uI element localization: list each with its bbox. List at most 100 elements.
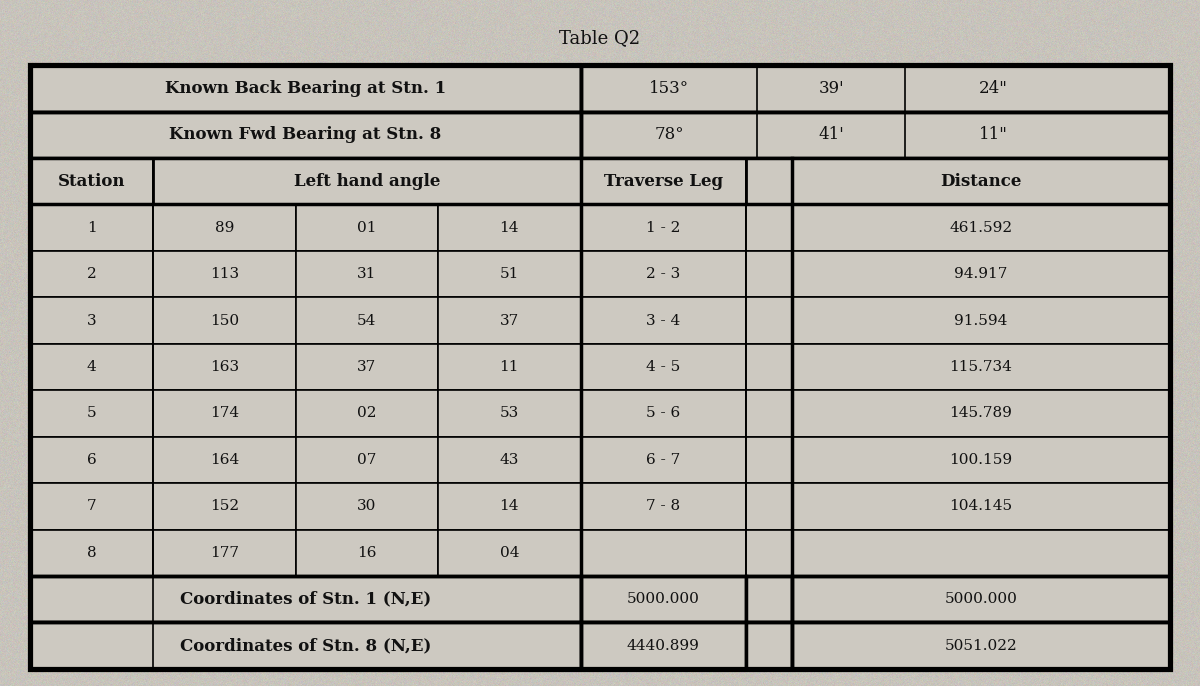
Bar [295,483,438,530]
Bar [792,530,1170,576]
Bar [581,65,1170,112]
Text: 30: 30 [358,499,377,513]
Bar [154,251,295,297]
Text: 14: 14 [499,221,520,235]
Bar [746,530,792,576]
Bar [438,530,581,576]
Text: Known Fwd Bearing at Stn. 8: Known Fwd Bearing at Stn. 8 [169,126,442,143]
Text: 4 - 5: 4 - 5 [646,360,680,374]
Bar [30,158,154,204]
Bar [581,344,746,390]
Text: 177: 177 [210,546,239,560]
Bar [746,344,792,390]
Bar [154,158,581,204]
Text: Traverse Leg: Traverse Leg [604,173,722,190]
Bar [581,112,1170,158]
Text: 11": 11" [979,126,1008,143]
Text: 1: 1 [86,221,96,235]
Bar [746,622,792,669]
Bar [30,530,154,576]
Bar [30,344,154,390]
Bar [581,297,746,344]
Bar [30,576,581,622]
Bar [154,204,295,251]
Bar [792,297,1170,344]
Text: 5000.000: 5000.000 [626,592,700,606]
Text: 53: 53 [499,406,518,421]
Text: Station: Station [58,173,125,190]
Text: 150: 150 [210,314,239,328]
Text: 16: 16 [358,546,377,560]
Bar [581,158,746,204]
Text: Left hand angle: Left hand angle [294,173,440,190]
Bar [746,437,792,483]
Bar [30,622,581,669]
Bar [30,390,154,437]
Bar [581,437,746,483]
Text: 94.917: 94.917 [954,267,1008,281]
Text: Distance: Distance [940,173,1021,190]
Bar [581,204,746,251]
Text: 24": 24" [979,80,1008,97]
Text: 7: 7 [86,499,96,513]
Bar [438,390,581,437]
Text: 5: 5 [86,406,96,421]
Bar [295,297,438,344]
Bar [154,483,295,530]
Bar [295,437,438,483]
Text: 6: 6 [86,453,96,467]
Bar [581,530,746,576]
Bar [154,297,295,344]
Bar [581,576,746,622]
Bar [746,158,792,204]
Bar [30,112,581,158]
Bar [30,297,154,344]
Bar [792,251,1170,297]
Text: 5000.000: 5000.000 [944,592,1018,606]
Text: 100.159: 100.159 [949,453,1013,467]
Text: 7 - 8: 7 - 8 [647,499,680,513]
Bar [746,483,792,530]
Bar [746,576,792,622]
Text: 02: 02 [358,406,377,421]
Text: 152: 152 [210,499,239,513]
Text: 145.789: 145.789 [949,406,1012,421]
Text: 115.734: 115.734 [949,360,1012,374]
Bar [438,483,581,530]
Bar [438,437,581,483]
Bar [438,344,581,390]
Bar [154,390,295,437]
Bar [792,204,1170,251]
Text: Table Q2: Table Q2 [559,29,641,47]
Bar [295,344,438,390]
Bar [30,204,154,251]
Text: 31: 31 [358,267,377,281]
Text: 4: 4 [86,360,96,374]
Bar [581,390,746,437]
Text: 164: 164 [210,453,239,467]
Bar [792,390,1170,437]
Text: 01: 01 [358,221,377,235]
Bar [581,251,746,297]
Bar [792,483,1170,530]
Bar [295,251,438,297]
Bar [746,390,792,437]
Text: 39': 39' [818,80,844,97]
Bar [30,65,581,112]
Text: 04: 04 [499,546,520,560]
Bar [438,297,581,344]
Text: 2: 2 [86,267,96,281]
Text: 153°: 153° [649,80,689,97]
Text: 11: 11 [499,360,520,374]
Bar [438,204,581,251]
Text: 8: 8 [86,546,96,560]
Text: 41': 41' [818,126,844,143]
Text: 89: 89 [215,221,234,235]
Text: 5051.022: 5051.022 [944,639,1018,652]
Bar [295,530,438,576]
Bar [154,344,295,390]
Text: Known Back Bearing at Stn. 1: Known Back Bearing at Stn. 1 [164,80,446,97]
Bar [30,65,1170,669]
Text: 104.145: 104.145 [949,499,1013,513]
Text: 174: 174 [210,406,239,421]
